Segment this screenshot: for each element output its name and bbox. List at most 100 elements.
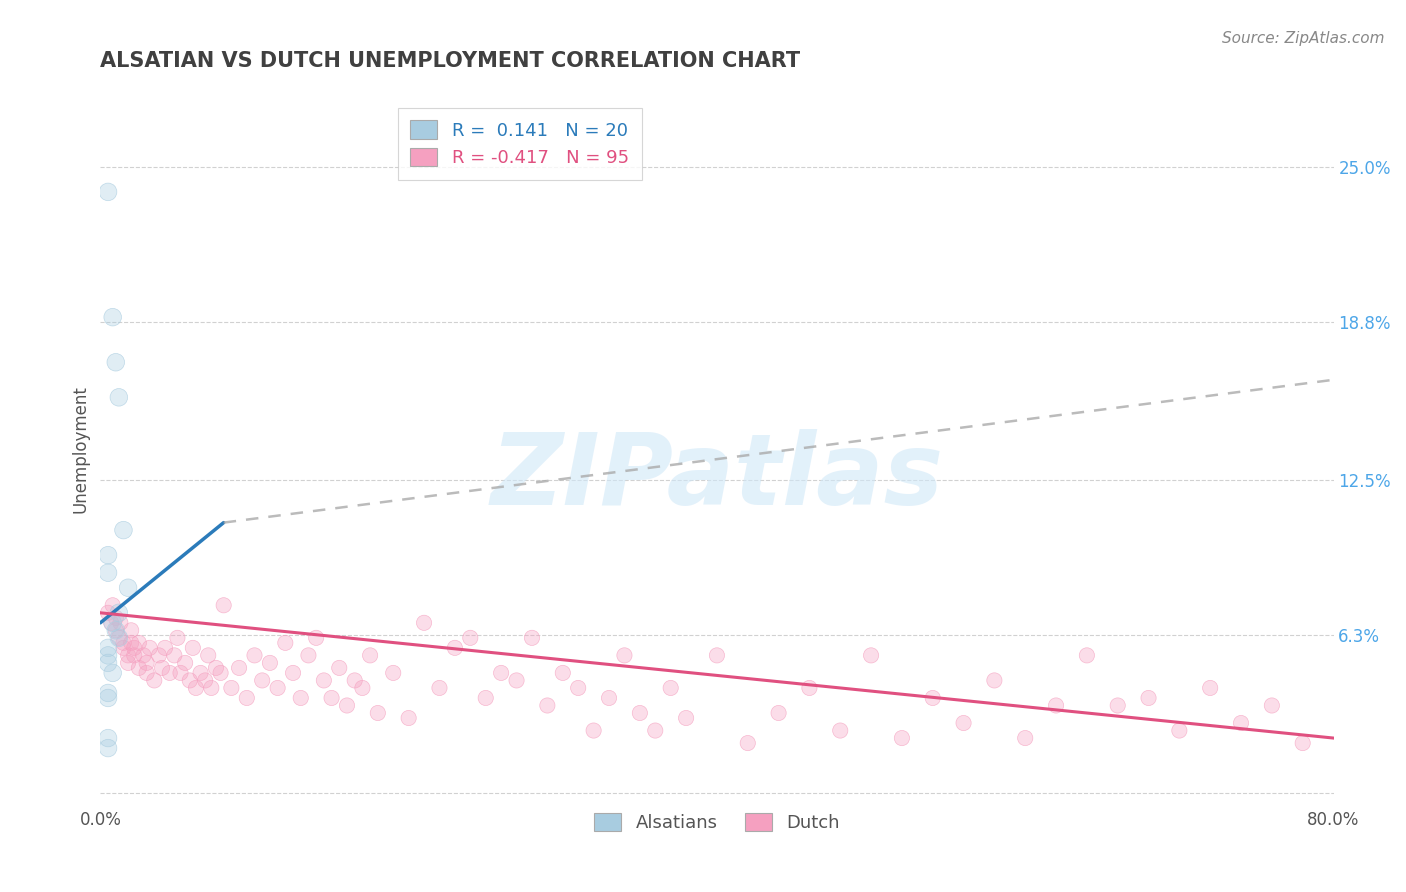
Point [108,631,131,645]
Point [613,648,636,663]
Point [163,648,186,663]
Point [184,681,207,695]
Point [148,648,170,663]
Point [250,673,273,688]
Point [582,723,605,738]
Point [169,665,191,680]
Point [104,624,127,638]
Point [505,673,527,688]
Point [1014,731,1036,745]
Point [952,716,974,731]
Point [1292,736,1315,750]
Point [1292,736,1315,750]
Point [108,606,131,620]
Point [228,661,250,675]
Point [163,648,186,663]
Point [830,723,852,738]
Point [100,615,122,630]
Point [112,636,135,650]
Point [97,640,120,655]
Point [1230,716,1253,731]
Point [97,185,120,199]
Point [194,673,217,688]
Point [413,615,436,630]
Point [221,681,243,695]
Point [659,681,682,695]
Point [135,665,157,680]
Point [108,631,131,645]
Point [197,648,219,663]
Point [382,665,405,680]
Point [128,661,150,675]
Point [1045,698,1067,713]
Point [97,690,120,705]
Point [132,648,155,663]
Point [1137,690,1160,705]
Point [305,631,328,645]
Point [489,665,512,680]
Point [1076,648,1098,663]
Point [148,648,170,663]
Point [236,690,259,705]
Point [952,716,974,731]
Point [166,631,188,645]
Point [551,665,574,680]
Point [328,661,350,675]
Point [737,736,759,750]
Point [382,665,405,680]
Point [117,648,139,663]
Point [117,648,139,663]
Point [890,731,912,745]
Point [1230,716,1253,731]
Point [281,665,304,680]
Point [413,615,436,630]
Point [598,690,620,705]
Point [101,599,124,613]
Point [104,355,127,369]
Point [128,661,150,675]
Point [122,640,145,655]
Point [921,690,943,705]
Point [159,665,181,680]
Point [429,681,451,695]
Point [143,673,166,688]
Point [159,665,181,680]
Point [628,706,651,720]
Point [97,686,120,700]
Point [138,640,160,655]
Point [179,673,201,688]
Point [799,681,821,695]
Point [110,615,132,630]
Point [97,741,120,756]
Point [97,686,120,700]
Point [352,681,374,695]
Point [212,599,235,613]
Point [398,711,420,725]
Point [143,673,166,688]
Point [1199,681,1222,695]
Point [101,665,124,680]
Point [1261,698,1284,713]
Point [101,665,124,680]
Point [181,640,204,655]
Point [117,581,139,595]
Point [567,681,589,695]
Point [153,640,176,655]
Point [120,636,142,650]
Point [97,690,120,705]
Point [1014,731,1036,745]
Point [675,711,697,725]
Point [429,681,451,695]
Point [97,548,120,562]
Point [169,665,191,680]
Point [184,681,207,695]
Point [343,673,366,688]
Point [297,648,319,663]
Point [110,615,132,630]
Point [112,640,135,655]
Point [97,640,120,655]
Point [536,698,558,713]
Point [1107,698,1129,713]
Point [444,640,467,655]
Point [359,648,381,663]
